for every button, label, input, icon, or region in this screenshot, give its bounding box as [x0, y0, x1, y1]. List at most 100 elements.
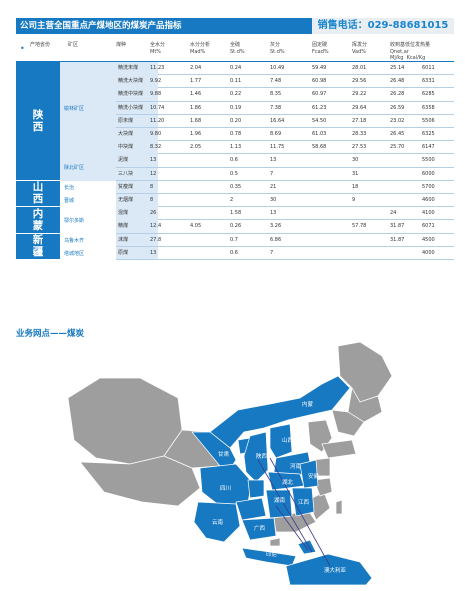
cell-ash: 2.04 [190, 65, 202, 71]
cell-water: 8 [150, 196, 154, 203]
map-label: 安徽 [308, 472, 320, 480]
cell-kcal: 6325 [422, 131, 435, 137]
table-row: 精煤 12.4 4.05 0.26 3.26 57.78 31.87 6071 [116, 220, 454, 234]
cell-vol: 31 [352, 170, 359, 177]
map-label: 云南 [212, 518, 224, 526]
cell-fc: 60.97 [312, 91, 327, 98]
map-label: 湖南 [274, 496, 286, 504]
region-taiwan [335, 499, 343, 515]
cell-vol: 57.78 [352, 223, 367, 230]
coal-type-cell: 中块煤 [116, 141, 158, 154]
map-label: 甘肃 [218, 450, 230, 458]
cell-fc: 60.98 [312, 78, 327, 85]
table-row: 泥煤 13 0.6 13 30 5500 [116, 154, 454, 168]
table-row: 沫煤 27.8 0.7 6.86 31.87 4500 [116, 233, 454, 247]
col-province: 产地省份 [30, 42, 51, 48]
cell-water: 13 [150, 249, 157, 256]
region-xinjiang [67, 377, 183, 465]
china-map: 内蒙 山西 河南 陕西 甘肃 湖北 安徽 四川 湖南 江西 云南 广西 印尼 澳大利亚 [60, 340, 450, 586]
province-cell: 陕 西 [16, 62, 60, 180]
cell-ashd: 21 [270, 183, 277, 190]
table-row: 精洗中块煤 9.88 1.46 0.22 8.35 60.97 29.22 26.28 6285 [116, 88, 454, 102]
cell-water: 12.4 [150, 223, 162, 230]
cell-sulfur: 0.6 [230, 249, 238, 256]
region-tibet [79, 455, 201, 507]
cell-ashd: 16.64 [270, 117, 285, 124]
cell-water: 13 [150, 157, 157, 164]
mine-area-cell: 塔城地区 [64, 250, 85, 257]
region-sichuan [199, 463, 253, 507]
cell-ash: 1.68 [190, 117, 202, 124]
region-hainan [269, 537, 281, 547]
cell-ash: 2.05 [190, 144, 202, 151]
cell-mj: 26.48 [390, 78, 405, 85]
cell-mj: 25.14 [390, 65, 405, 71]
cell-mj: 26.59 [390, 104, 405, 111]
cell-ashd: 7 [270, 249, 274, 256]
cell-vol: 27.18 [352, 117, 367, 124]
cell-water: 11.23 [150, 65, 165, 71]
map-label: 四川 [220, 485, 231, 492]
cell-sulfur: 0.11 [230, 78, 242, 85]
table-row: 精洗大块煤 9.92 1.77 0.11 7.48 60.98 29.56 26.48 6331 [116, 75, 454, 89]
cell-water: 9.80 [150, 131, 162, 137]
region-liaoning [331, 409, 365, 437]
table-row: 无烟煤 8 2 30 9 4600 [116, 193, 454, 208]
cell-water: 27.8 [150, 236, 162, 243]
table-row: 大块煤 9.80 1.96 0.78 8.69 61.03 28.33 26.45 6325 [116, 128, 454, 142]
coal-type-cell: 三八块 [116, 167, 158, 181]
coal-type-cell: 大块煤 [116, 128, 158, 141]
mine-area-cell: 陕北矿区 [60, 154, 116, 181]
region-hunan [265, 489, 293, 519]
cell-water: 9.88 [150, 91, 162, 98]
province-cell: 内 蒙 [16, 207, 60, 233]
cell-vol: 29.64 [352, 104, 367, 111]
cell-mj: 31.87 [390, 236, 405, 243]
cell-sulfur: 0.24 [230, 65, 242, 71]
region-fujian [307, 491, 331, 521]
cell-sulfur: 1.58 [230, 210, 242, 217]
cell-kcal: 5506 [422, 117, 435, 124]
route-lines [257, 457, 331, 567]
table-row: 原煤 13 0.6 7 4000 [116, 246, 454, 260]
coal-type-cell: 精洗大块煤 [116, 75, 158, 88]
cell-fc: 61.03 [312, 131, 327, 137]
region-shandong [321, 439, 357, 459]
sales-hotline: 销售电话：029-88681015 [312, 18, 454, 34]
cell-sulfur: 0.78 [230, 131, 242, 137]
col-coal: 煤种 [116, 42, 127, 48]
mine-area-cell: 晋城 [64, 198, 75, 205]
cell-ashd: 3.26 [270, 223, 282, 230]
cell-water: 8.32 [150, 144, 162, 151]
cell-water: 8 [150, 183, 154, 190]
coal-type-cell: 精洗小块煤 [116, 101, 158, 115]
cell-mj: 25.70 [390, 144, 405, 151]
region-guizhou [235, 497, 267, 521]
map-label: 河南 [290, 462, 302, 470]
col-ash: 水分分析 Mad% [190, 42, 211, 55]
cell-ashd: 7.38 [270, 104, 282, 111]
region-jiangxi [291, 487, 315, 517]
cell-kcal: 6000 [422, 170, 435, 177]
col-ashd: 灰分 St.d% [270, 42, 285, 55]
cell-ashd: 8.69 [270, 131, 282, 137]
cell-sulfur: 0.35 [230, 183, 242, 190]
map-label: 陕西 [256, 452, 268, 460]
coal-indicator-table: • 产地省份 矿区 煤种 全水分 Mt% 水分分析 Mad% 全硫 St.d% … [16, 38, 454, 260]
cell-fc: 58.68 [312, 144, 327, 151]
coal-type-cell: 混煤 [116, 207, 158, 220]
cell-ashd: 10.49 [270, 65, 285, 71]
cell-water: 10.74 [150, 104, 165, 111]
col-heat: 收到基低位发热量 Qnet,ar Mj/kg Kcal/Kg [390, 42, 431, 61]
cell-kcal: 6011 [422, 65, 435, 71]
map-label: 印尼 [266, 551, 278, 558]
table-row: 贫瘦煤 8 0.35 21 18 5700 [116, 180, 454, 194]
cell-vol: 27.53 [352, 144, 367, 151]
coal-type-cell: 泥煤 [116, 154, 158, 168]
cell-kcal: 6071 [422, 223, 435, 230]
cell-ash: 1.46 [190, 91, 202, 98]
cell-sulfur: 0.26 [230, 223, 242, 230]
region-anhui [299, 459, 319, 489]
cell-ash: 1.86 [190, 104, 202, 111]
cell-sulfur: 0.5 [230, 170, 238, 177]
